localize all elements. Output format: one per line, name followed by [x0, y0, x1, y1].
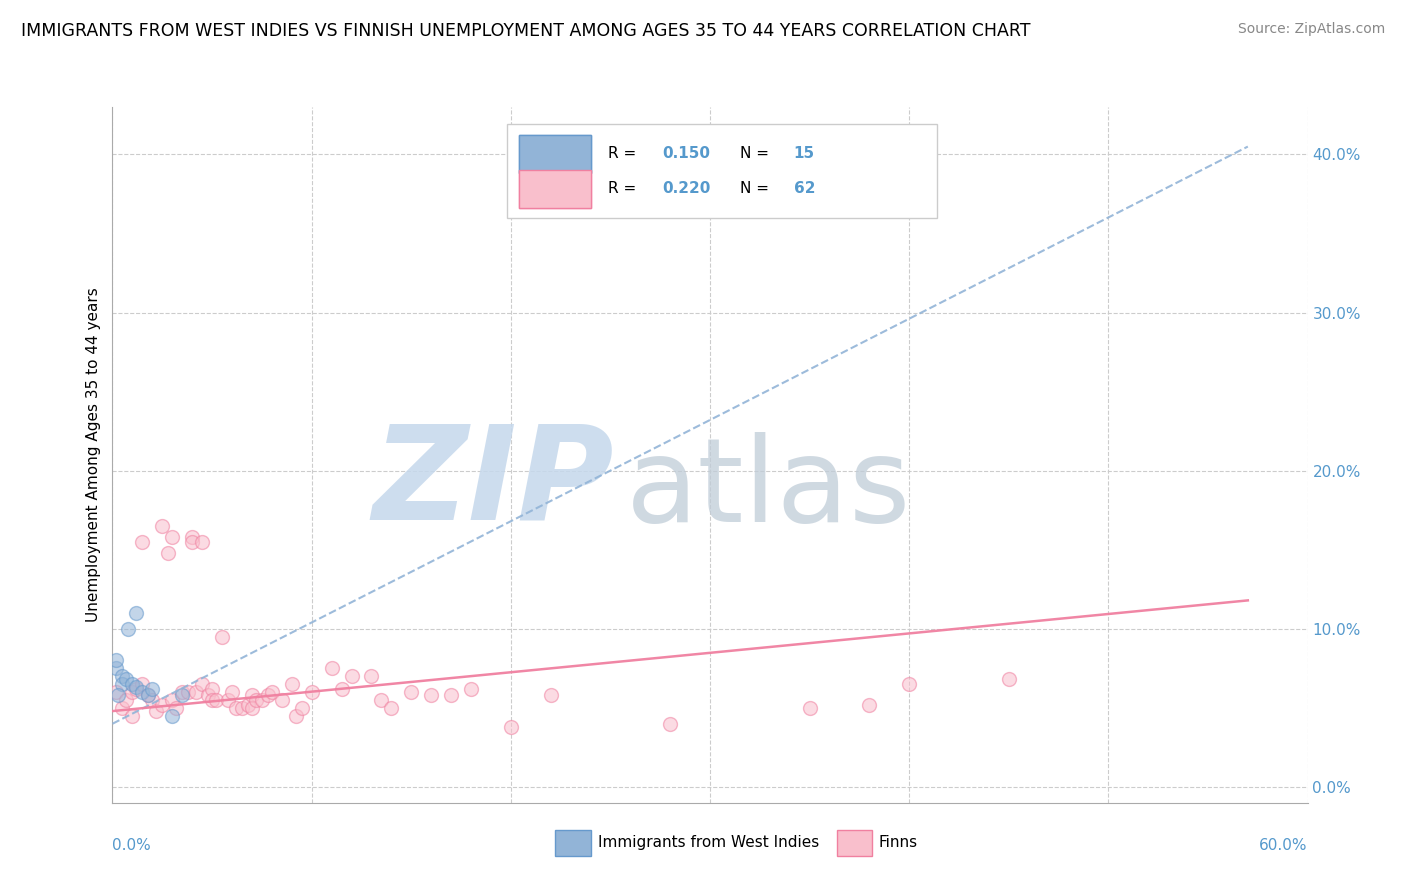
Point [231, 701, 253, 715]
Point [172, 685, 194, 699]
Point [150, 698, 173, 712]
Point [186, 685, 208, 699]
Point [191, 534, 214, 549]
Point [221, 685, 243, 699]
Point [141, 681, 163, 696]
Point [205, 693, 228, 707]
Point [111, 677, 134, 691]
Point [858, 698, 880, 712]
Point [117, 622, 139, 636]
FancyBboxPatch shape [508, 124, 936, 219]
Point [245, 693, 267, 707]
Point [460, 681, 482, 696]
Point [157, 546, 180, 560]
Point [131, 534, 153, 549]
Point [131, 677, 153, 691]
Point [898, 677, 921, 691]
Text: ZIP: ZIP [373, 419, 614, 546]
Point [121, 685, 143, 699]
FancyBboxPatch shape [519, 169, 591, 208]
Point [162, 693, 183, 707]
Point [138, 688, 160, 702]
Text: N =: N = [740, 181, 773, 196]
Point [197, 688, 219, 702]
Point [236, 698, 259, 712]
Point [284, 708, 307, 723]
Point [240, 701, 263, 715]
Text: atlas: atlas [626, 433, 911, 547]
Point [181, 530, 204, 544]
Point [360, 669, 382, 683]
Point [321, 661, 343, 675]
Text: 60.0%: 60.0% [1260, 838, 1308, 853]
Text: N =: N = [740, 146, 773, 161]
Point [115, 673, 138, 687]
Point [225, 701, 247, 715]
Point [105, 685, 128, 699]
Point [125, 606, 148, 620]
Point [121, 708, 143, 723]
Point [330, 681, 353, 696]
Point [291, 701, 314, 715]
Point [420, 688, 443, 702]
Text: R =: R = [609, 181, 641, 196]
Point [257, 688, 280, 702]
Point [799, 701, 821, 715]
Point [380, 701, 402, 715]
Point [211, 630, 233, 644]
Point [659, 716, 682, 731]
Text: IMMIGRANTS FROM WEST INDIES VS FINNISH UNEMPLOYMENT AMONG AGES 35 TO 44 YEARS CO: IMMIGRANTS FROM WEST INDIES VS FINNISH U… [21, 22, 1031, 40]
Point [370, 693, 392, 707]
Point [165, 701, 187, 715]
Point [121, 677, 143, 691]
Point [141, 693, 163, 707]
Point [111, 701, 134, 715]
Point [105, 653, 128, 667]
Point [191, 677, 214, 691]
Point [105, 661, 128, 675]
Point [177, 685, 200, 699]
Text: 0.220: 0.220 [662, 181, 710, 196]
Point [111, 669, 134, 683]
Point [540, 688, 562, 702]
Point [440, 688, 463, 702]
Point [998, 673, 1021, 687]
Point [401, 685, 423, 699]
Point [145, 704, 167, 718]
Point [240, 688, 263, 702]
Point [150, 519, 173, 533]
Point [131, 685, 153, 699]
Point [301, 685, 323, 699]
Point [340, 669, 363, 683]
Text: 0.0%: 0.0% [112, 838, 152, 853]
Text: 0.150: 0.150 [662, 146, 710, 161]
Point [281, 677, 304, 691]
Point [138, 688, 160, 702]
Point [107, 688, 129, 702]
Point [201, 681, 224, 696]
Point [217, 693, 239, 707]
Text: 15: 15 [793, 146, 815, 161]
Text: R =: R = [609, 146, 641, 161]
Point [260, 685, 283, 699]
Y-axis label: Unemployment Among Ages 35 to 44 years: Unemployment Among Ages 35 to 44 years [86, 287, 101, 623]
Text: Finns: Finns [879, 836, 918, 850]
Point [181, 534, 204, 549]
Point [125, 681, 148, 695]
Point [115, 693, 138, 707]
FancyBboxPatch shape [519, 135, 591, 173]
Point [499, 720, 522, 734]
Text: Source: ZipAtlas.com: Source: ZipAtlas.com [1237, 22, 1385, 37]
Point [250, 693, 273, 707]
Point [270, 693, 292, 707]
Text: 62: 62 [793, 181, 815, 196]
Point [162, 530, 183, 544]
Text: Immigrants from West Indies: Immigrants from West Indies [598, 836, 818, 850]
Point [162, 708, 183, 723]
Point [172, 688, 194, 702]
Point [125, 681, 148, 696]
Point [201, 693, 224, 707]
